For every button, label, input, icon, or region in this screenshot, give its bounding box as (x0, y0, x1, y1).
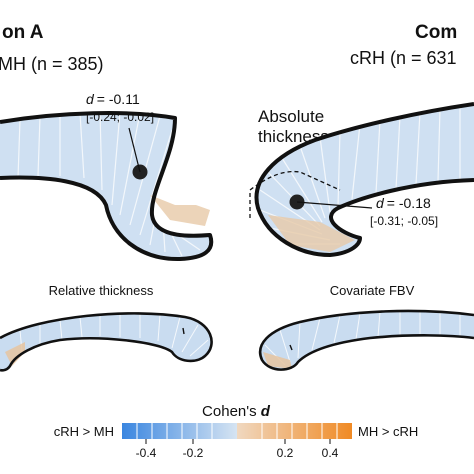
tick-label-pos-0-4: 0.4 (322, 446, 339, 460)
panel-b-confidence-interval: [-0.31; -0.05] (370, 214, 438, 228)
panel-b-shape (249, 102, 474, 257)
panel-b-title: Com (415, 22, 457, 43)
panel-b-effect-size: d = -0.18 (376, 195, 431, 211)
tick-label-pos-0-2: 0.2 (277, 446, 294, 460)
colorbar (122, 423, 352, 444)
absolute-thickness-label-line1: Absolute (258, 107, 324, 126)
panel-a-group-label: MH (n = 385) (0, 54, 104, 74)
tick-label-neg-0-4: -0.4 (136, 446, 157, 460)
relative-thickness-shape (0, 312, 213, 372)
panel-a-confidence-interval: [-0.24; -0.02] (86, 110, 154, 124)
relative-thickness-title: Relative thickness (49, 283, 154, 298)
covariate-fbv-title: Covariate FBV (330, 283, 415, 298)
panel-a-effect-size: d = -0.11 (86, 91, 140, 107)
legend-left-label: cRH > MH (54, 424, 114, 439)
tick-label-neg-0-2: -0.2 (183, 446, 204, 460)
panel-a-title: on A (2, 22, 44, 43)
panel-b-group-label: cRH (n = 631 (350, 48, 457, 68)
colorbar-title: Cohen's d (202, 403, 271, 420)
panel-a-shape (0, 111, 214, 262)
covariate-fbv-shape (258, 309, 474, 371)
legend-right-label: MH > cRH (358, 424, 418, 439)
